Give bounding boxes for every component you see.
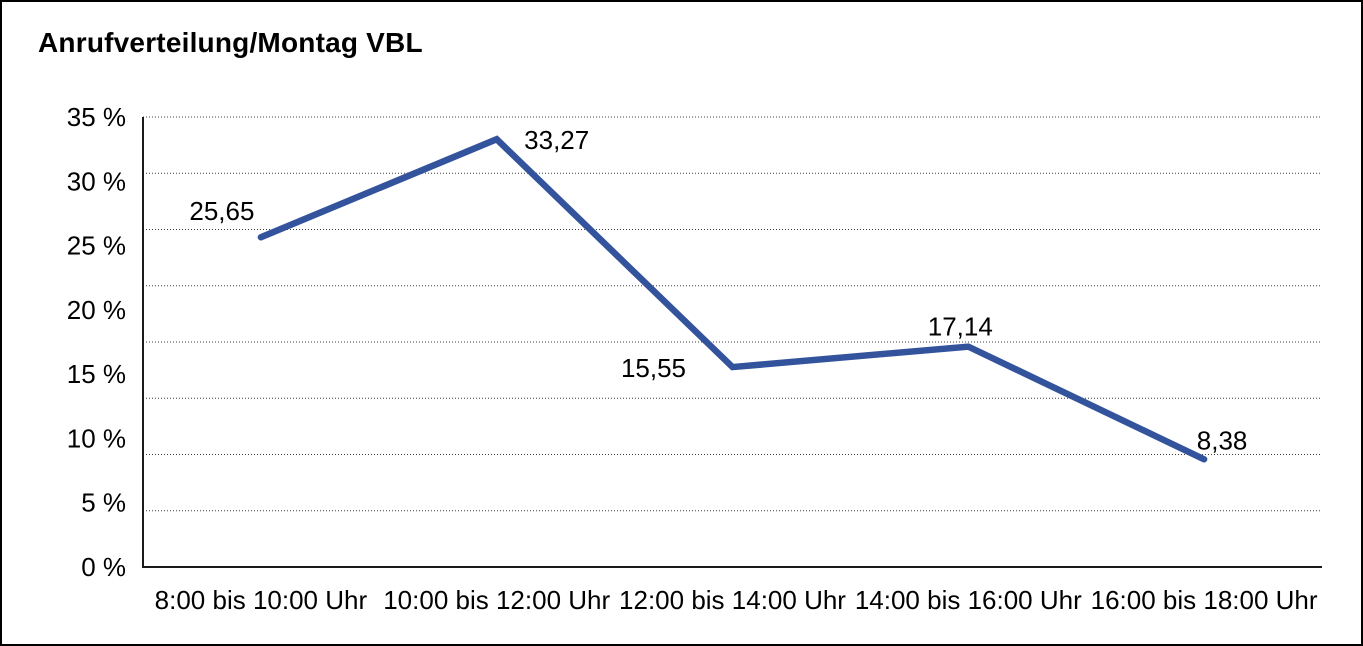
y-axis-tick-label: 10 %: [67, 423, 126, 453]
x-axis-category-label: 16:00 bis 18:00 Uhr: [1091, 585, 1318, 615]
y-axis-tick-label: 0 %: [81, 552, 126, 582]
chart-title: Anrufverteilung/Montag VBL: [38, 27, 423, 58]
x-axis-category-label: 12:00 bis 14:00 Uhr: [619, 585, 846, 615]
series-line-montag-vbl: [257, 135, 1208, 463]
y-axis-tick-label: 20 %: [67, 295, 126, 325]
data-point-label: 17,14: [928, 312, 993, 342]
data-point-label: 33,27: [524, 125, 589, 155]
y-axis-tick-label: 25 %: [67, 231, 126, 261]
x-axis-category-label: 14:00 bis 16:00 Uhr: [855, 585, 1082, 615]
data-point-label: 25,65: [189, 196, 254, 226]
x-axis-category-label: 10:00 bis 12:00 Uhr: [383, 585, 610, 615]
data-point-label: 15,55: [621, 353, 686, 383]
y-axis-tick-label: 5 %: [81, 488, 126, 518]
y-axis-tick-label: 15 %: [67, 359, 126, 389]
y-axis-tick-label: 30 %: [67, 166, 126, 196]
x-axis-category-label: 8:00 bis 10:00 Uhr: [155, 585, 368, 615]
y-axis-tick-label: 35 %: [67, 102, 126, 132]
data-point-label: 8,38: [1197, 425, 1248, 455]
